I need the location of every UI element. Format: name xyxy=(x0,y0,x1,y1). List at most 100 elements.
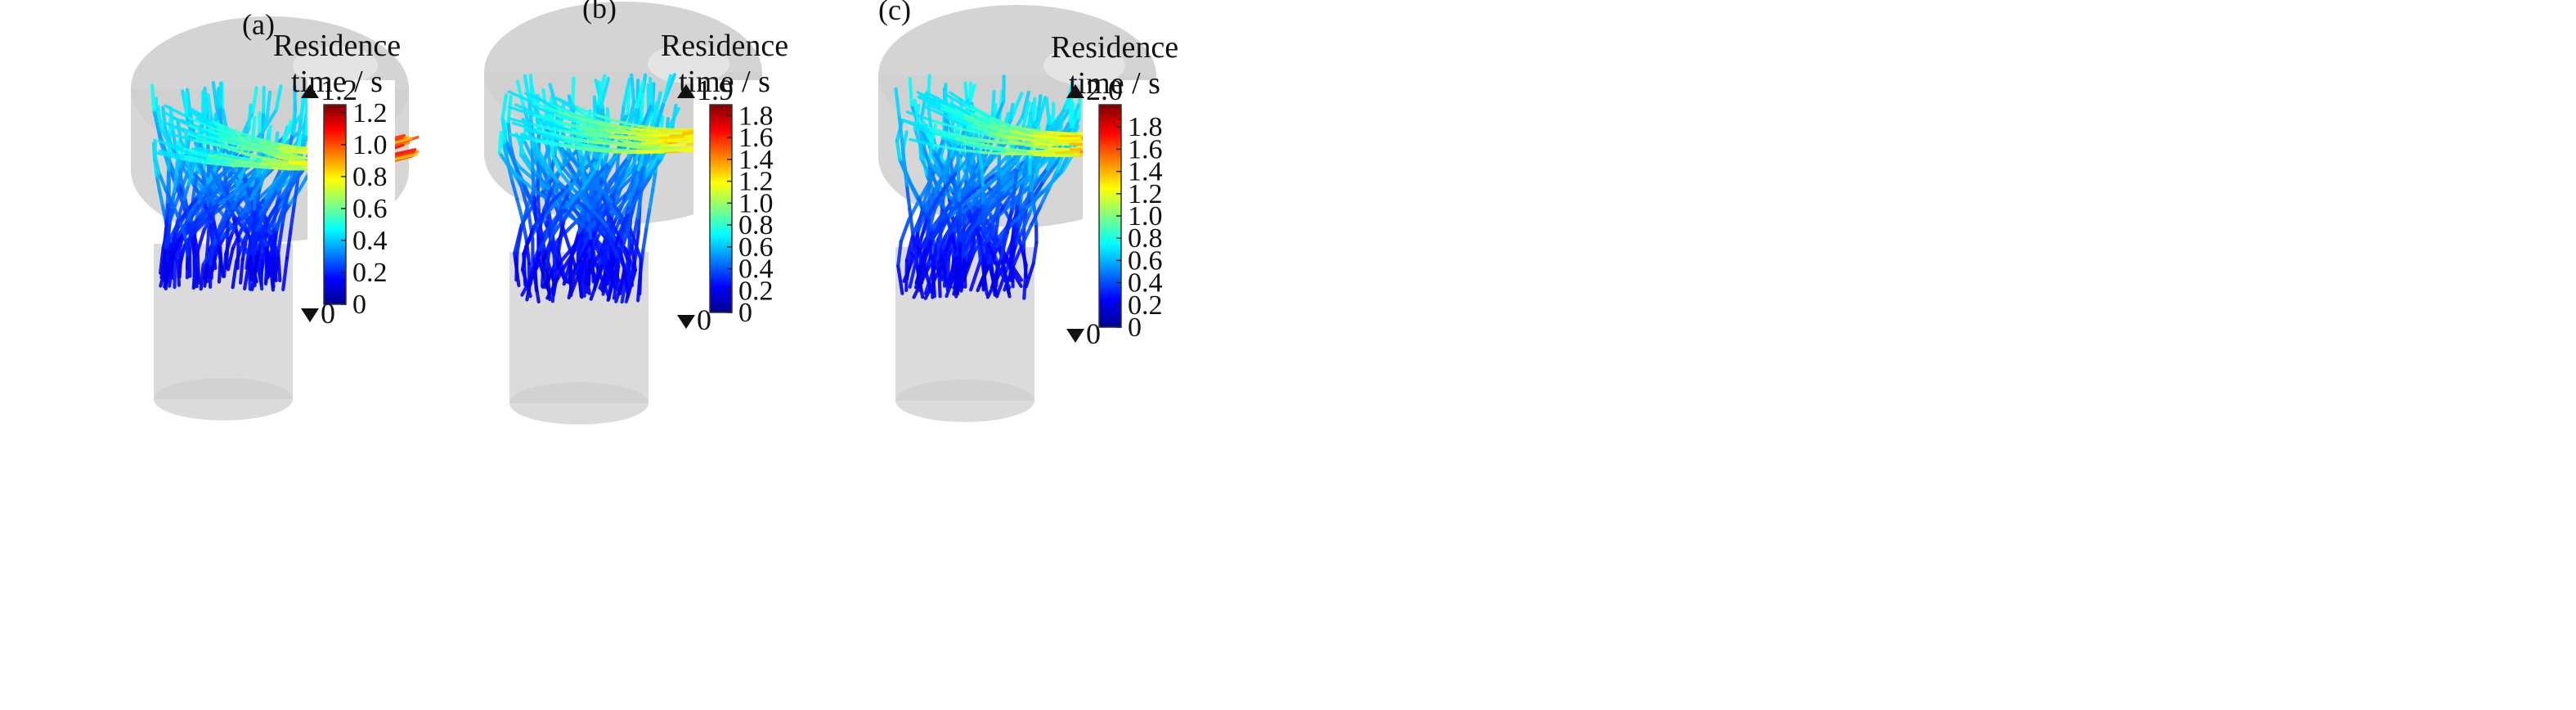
streamline-segment xyxy=(1033,138,1061,142)
streamline-segment xyxy=(904,251,913,281)
streamline-segment xyxy=(640,92,645,121)
streamline-segment xyxy=(936,260,942,299)
streamline-segment xyxy=(623,210,635,240)
streamline-segment xyxy=(259,162,288,168)
streamline-segment xyxy=(238,143,267,154)
inlet-opening xyxy=(1043,46,1125,85)
streamline-segment xyxy=(950,114,976,125)
streamline-segment xyxy=(626,87,631,116)
streamline-segment xyxy=(156,105,164,132)
streamline-segment xyxy=(1028,172,1034,192)
streamline-segment xyxy=(240,156,264,163)
streamline-segment xyxy=(967,203,986,231)
streamline-segment xyxy=(931,97,958,111)
streamline-segment xyxy=(537,226,554,252)
streamline-segment xyxy=(198,201,222,219)
colorbar-tick-label: 0.8 xyxy=(352,162,388,192)
streamline-segment xyxy=(299,93,306,120)
streamline-segment xyxy=(515,197,524,221)
streamline-segment xyxy=(916,209,928,233)
streamline-segment xyxy=(981,200,986,223)
streamline-segment xyxy=(929,129,958,141)
colorbar-tick-label: 0 xyxy=(738,298,752,328)
streamline-segment xyxy=(1002,74,1006,104)
streamline-segment xyxy=(227,162,253,169)
streamline-segment xyxy=(557,110,586,122)
streamline-segment xyxy=(170,202,182,222)
streamline-segment xyxy=(648,155,662,178)
streamline-segment xyxy=(522,252,527,287)
streamline-segment xyxy=(520,217,528,242)
streamline-segment xyxy=(628,227,643,262)
streamline-segment xyxy=(532,114,561,124)
streamline-segment xyxy=(389,153,418,162)
streamline-segment xyxy=(251,86,258,115)
streamline-segment xyxy=(1012,241,1025,267)
colorbar-tick-label: 0.4 xyxy=(352,226,388,256)
streamline-segment xyxy=(1070,101,1075,129)
streamline-segment xyxy=(276,170,292,192)
streamline-segment xyxy=(651,169,657,192)
streamline-segment xyxy=(187,245,192,278)
streamline-segment xyxy=(1047,169,1059,191)
streamline-segment xyxy=(979,142,1008,151)
streamline-segment xyxy=(582,118,611,128)
streamline-segment xyxy=(927,164,939,189)
streamline-segment xyxy=(635,193,643,220)
colorbar-tick-label: 1.8 xyxy=(1128,112,1163,142)
streamline-segment xyxy=(987,124,1014,134)
streamline-segment xyxy=(238,142,262,150)
streamline-segment xyxy=(164,104,191,119)
streamline-segment xyxy=(212,221,222,248)
colorbar-tick-label: 1.6 xyxy=(738,123,774,153)
streamline-segment xyxy=(908,77,913,107)
streamline-segment xyxy=(525,266,535,302)
streamline-segment xyxy=(164,218,182,249)
streamline-segment xyxy=(513,223,523,255)
streamline-segment xyxy=(577,120,604,130)
streamline-segment xyxy=(582,185,589,205)
streamline-segment xyxy=(976,261,991,293)
streamline-segment xyxy=(635,150,664,154)
streamline-segment xyxy=(596,74,607,106)
streamline-segment xyxy=(166,168,171,188)
colorbar-background xyxy=(1083,80,1170,352)
streamline-segment xyxy=(917,95,944,110)
streamline-segment xyxy=(927,208,936,232)
streamline-segment xyxy=(281,256,289,292)
streamline-segment xyxy=(182,214,206,239)
streamline-segment xyxy=(958,239,963,266)
streamline-segment xyxy=(655,100,666,128)
streamline-segment xyxy=(571,111,598,123)
streamline-segment xyxy=(592,137,617,145)
streamline-segment xyxy=(280,146,304,152)
streamline-segment xyxy=(194,227,206,259)
streamline-segment xyxy=(584,161,611,187)
streamline-segment xyxy=(624,156,639,178)
streamline-segment xyxy=(237,151,267,160)
streamline-segment xyxy=(924,190,937,213)
max-triangle-icon xyxy=(301,84,319,98)
streamline-segment xyxy=(1021,249,1029,279)
streamline-segment xyxy=(980,165,985,187)
streamline-segment xyxy=(961,137,988,143)
streamline-segment xyxy=(598,258,613,290)
streamline-segment xyxy=(258,141,283,149)
streamline-segment xyxy=(247,103,253,130)
streamline-segment xyxy=(913,98,920,126)
colorbar-min-value: 0 xyxy=(321,297,335,330)
streamline-segment xyxy=(522,225,536,256)
streamline-segment xyxy=(1012,165,1019,191)
min-triangle-icon xyxy=(1066,329,1084,343)
streamline-segment xyxy=(508,106,536,117)
streamline-segment xyxy=(559,129,587,137)
streamline-segment xyxy=(633,128,662,133)
streamline-segment xyxy=(1023,128,1049,134)
streamline-segment xyxy=(550,151,562,174)
streamline-segment xyxy=(236,239,240,271)
streamline-segment xyxy=(290,109,297,136)
streamline-segment xyxy=(926,126,954,137)
